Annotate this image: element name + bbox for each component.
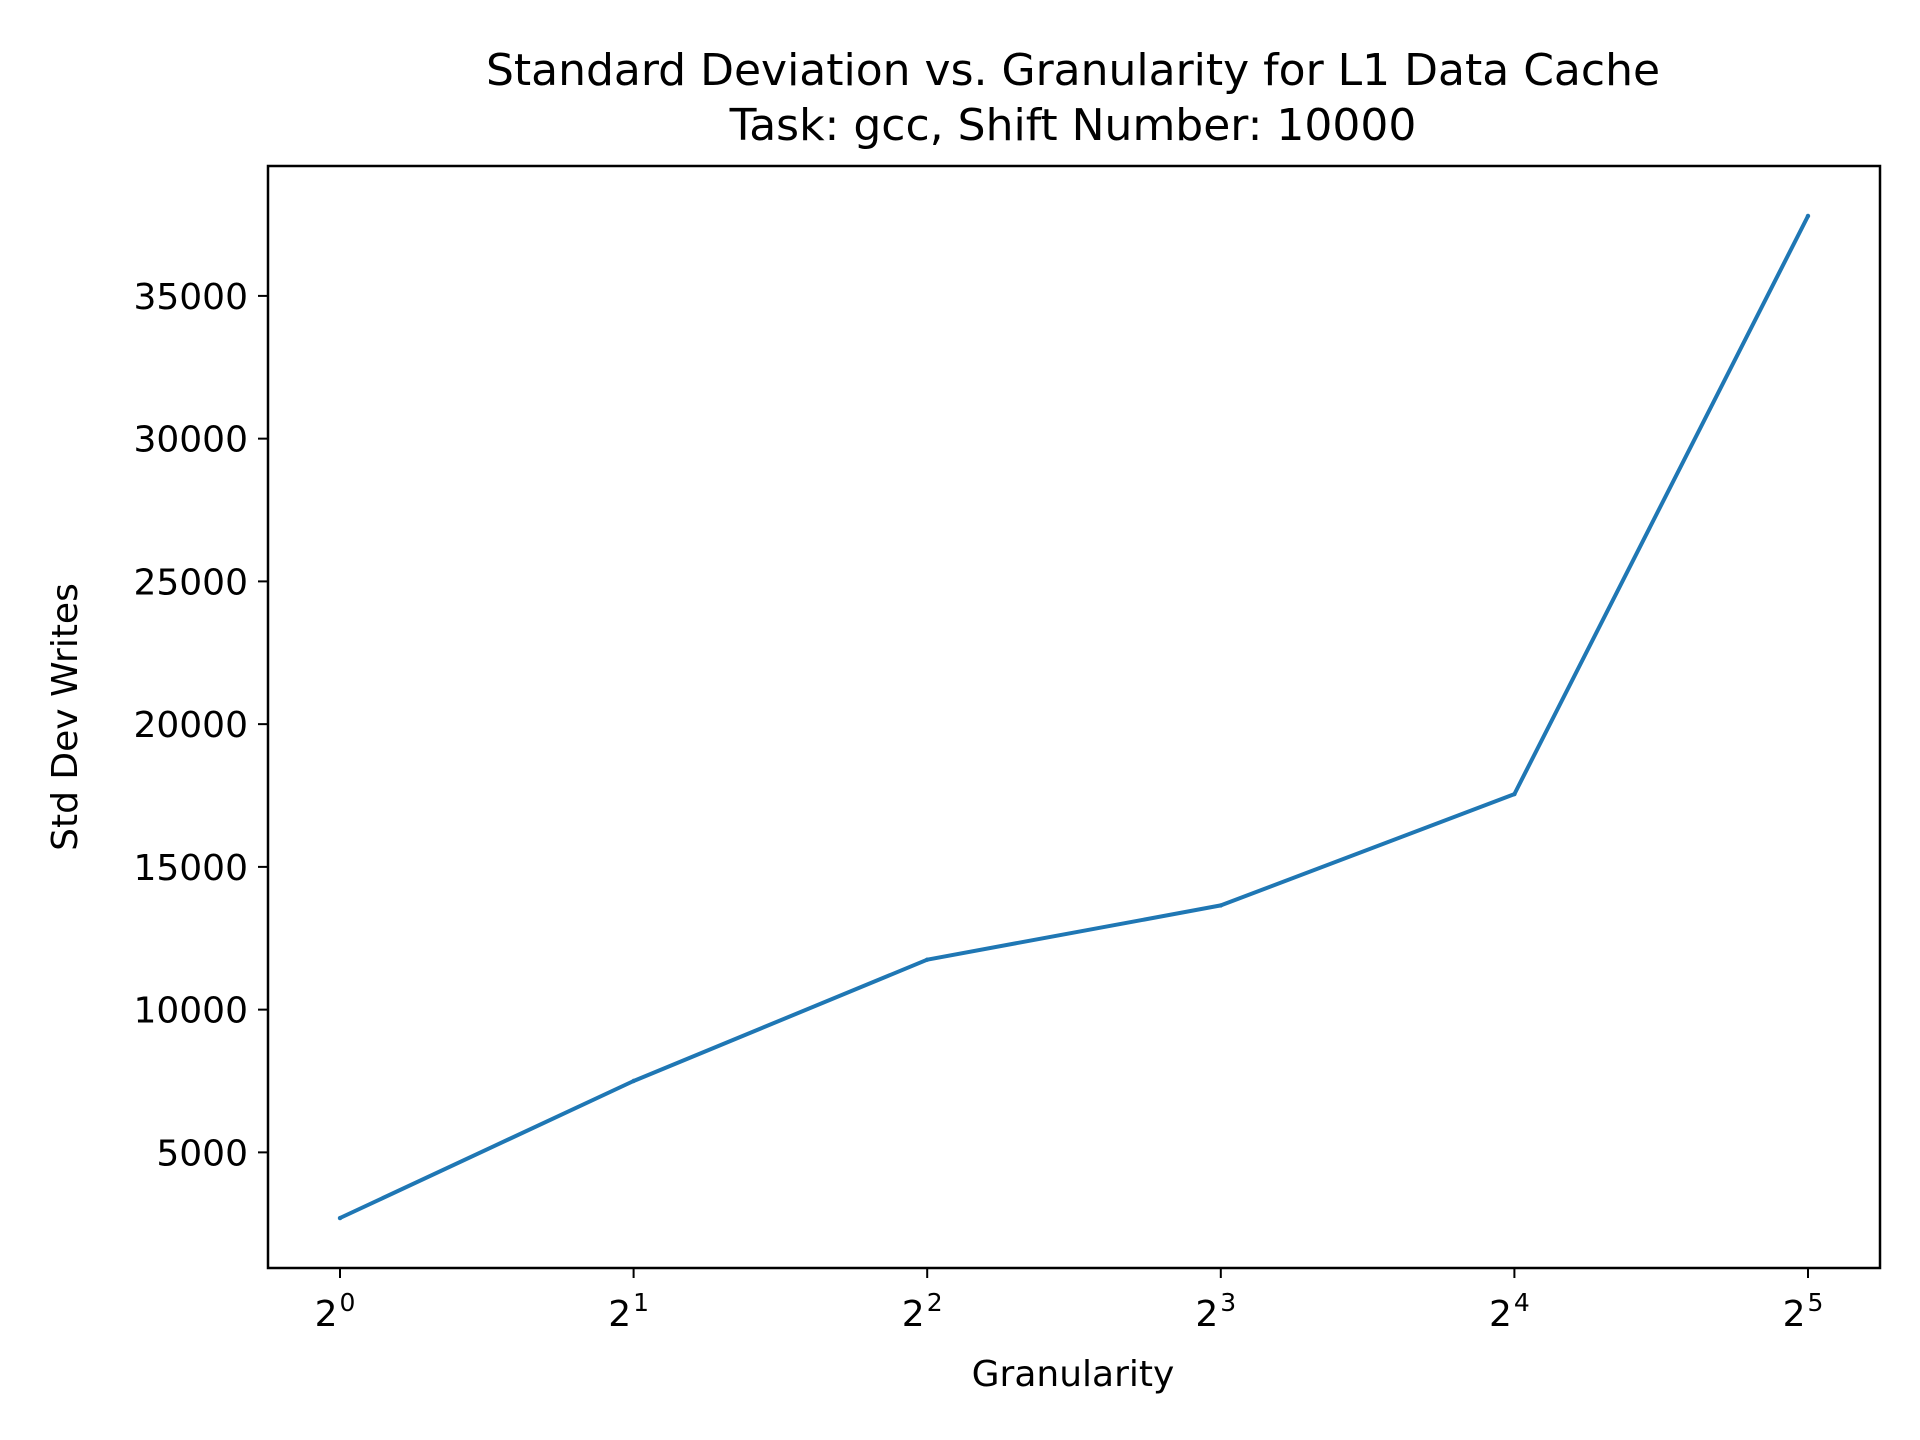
x-axis: 20 21 22 23 24 25 <box>315 1268 1824 1335</box>
x-axis-label: Granularity <box>972 1354 1175 1395</box>
x-tick-label: 24 <box>1489 1288 1530 1335</box>
y-tick-label: 15000 <box>133 848 248 889</box>
series-line <box>339 215 1810 1220</box>
x-tick-label: 21 <box>608 1288 649 1335</box>
chart-subtitle: Task: gcc, Shift Number: 10000 <box>729 100 1417 151</box>
y-tick-label: 35000 <box>133 277 248 318</box>
data-point <box>1805 213 1811 219</box>
x-tick-label: 25 <box>1783 1288 1824 1335</box>
data-point <box>337 1215 343 1221</box>
x-tick-label: 20 <box>315 1288 356 1335</box>
data-point <box>925 957 930 962</box>
series-layer <box>337 213 1811 1221</box>
y-tick-label: 20000 <box>133 705 248 746</box>
y-tick-label: 25000 <box>133 562 248 603</box>
x-tick-label: 23 <box>1195 1288 1236 1335</box>
y-axis-label: Std Dev Writes <box>45 583 86 851</box>
y-axis: 5000 10000 15000 20000 25000 30000 35000 <box>133 277 268 1174</box>
data-point <box>1512 791 1517 797</box>
plot-frame <box>266 164 1882 1270</box>
data-point <box>631 1078 636 1084</box>
data-point <box>1218 903 1224 908</box>
y-tick-label: 10000 <box>133 991 248 1032</box>
chart-title: Standard Deviation vs. Granularity for L… <box>486 45 1660 96</box>
y-tick-label: 30000 <box>133 420 248 461</box>
y-tick-label: 5000 <box>156 1133 248 1174</box>
x-tick-label: 22 <box>902 1288 943 1335</box>
